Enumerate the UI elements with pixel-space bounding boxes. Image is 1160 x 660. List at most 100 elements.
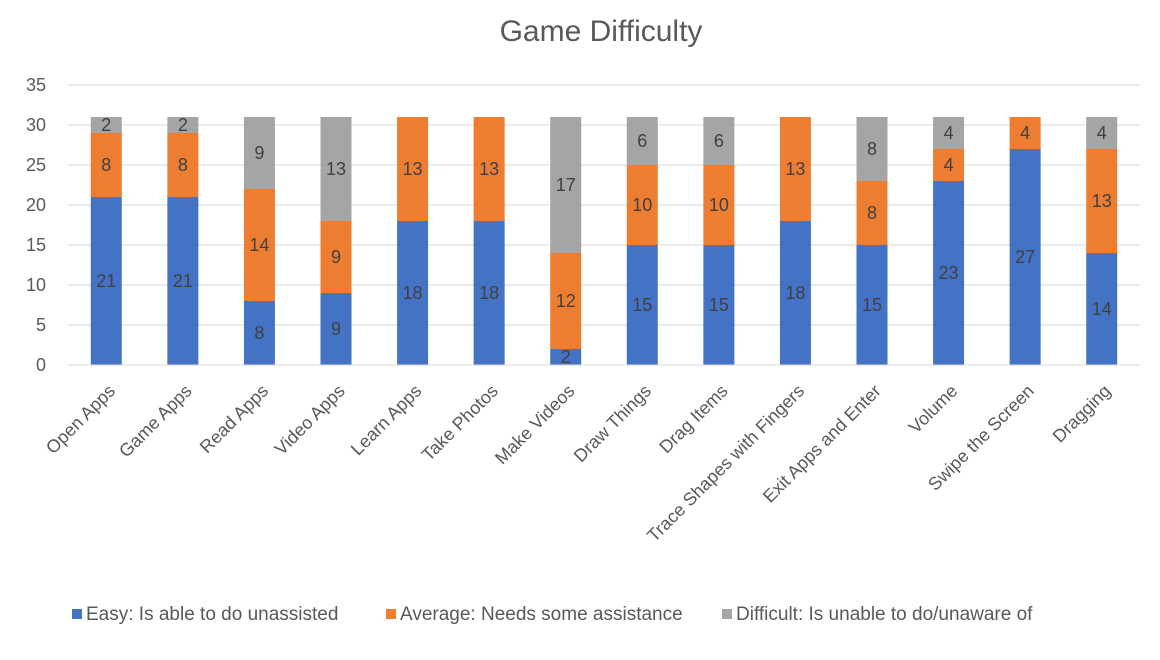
y-tick-label: 20 — [26, 195, 46, 215]
legend-swatch — [72, 609, 82, 619]
bar-segment — [320, 221, 352, 293]
y-tick-label: 15 — [26, 235, 46, 255]
data-label: 18 — [479, 283, 499, 303]
data-label: 13 — [479, 159, 499, 179]
bar-segment — [397, 117, 429, 221]
bar-segment — [856, 245, 888, 365]
data-label: 8 — [867, 203, 877, 223]
x-tick-label: Make Videos — [491, 381, 578, 468]
chart-title: Game Difficulty — [500, 15, 703, 48]
legend-label: Difficult: Is unable to do/unaware of — [736, 604, 1033, 625]
bar-segment — [1086, 253, 1118, 365]
data-label: 18 — [785, 283, 805, 303]
data-label: 4 — [944, 155, 954, 175]
bar-segment — [550, 253, 582, 349]
data-label: 2 — [178, 115, 188, 135]
legend-label: Average: Needs some assistance — [400, 604, 683, 625]
x-tick-label: Dragging — [1049, 381, 1115, 447]
x-tick-label: Read Apps — [196, 381, 272, 457]
bar-segment — [167, 197, 199, 365]
bar-segment — [550, 117, 582, 253]
bar-segment — [703, 117, 735, 165]
data-label: 8 — [178, 155, 188, 175]
bar-segment — [90, 117, 122, 133]
x-tick-label: Take Photos — [418, 381, 502, 465]
x-tick-label: Game Apps — [115, 381, 196, 462]
legend-swatch — [722, 609, 732, 619]
data-label: 17 — [556, 175, 576, 195]
data-label: 23 — [939, 263, 959, 283]
data-label: 13 — [326, 159, 346, 179]
data-label: 6 — [637, 131, 647, 151]
x-tick-label: Trace Shapes with Fingers — [643, 381, 808, 546]
data-label: 13 — [785, 159, 805, 179]
bar-segment — [856, 117, 888, 181]
bar-segment — [167, 133, 199, 197]
y-tick-label: 10 — [26, 275, 46, 295]
x-tick-label: Learn Apps — [347, 381, 426, 460]
data-label: 10 — [709, 195, 729, 215]
data-label: 9 — [331, 319, 341, 339]
bar-segment — [320, 117, 352, 221]
y-axis: 0 5 10 15 20 25 30 35 — [26, 75, 46, 375]
bar-segment — [1086, 149, 1118, 253]
data-label: 8 — [867, 139, 877, 159]
bar-segment — [856, 181, 888, 245]
y-tick-label: 5 — [36, 315, 46, 335]
x-tick-label: Drag Items — [655, 381, 731, 457]
bar-segment — [167, 117, 199, 133]
data-label: 8 — [254, 323, 264, 343]
y-tick-label: 35 — [26, 75, 46, 95]
legend-swatch — [386, 609, 396, 619]
x-tick-label: Volume — [905, 381, 962, 438]
bar-segment — [933, 149, 965, 181]
bar-segment — [243, 301, 275, 365]
bar-segment — [933, 181, 965, 365]
legend-item: Easy: Is able to do unassisted — [72, 604, 338, 625]
data-label: 14 — [249, 235, 269, 255]
bar-segment — [703, 245, 735, 365]
data-label: 21 — [96, 271, 116, 291]
bar-segment — [779, 221, 811, 365]
data-label: 4 — [1020, 123, 1030, 143]
bar-segment — [626, 165, 658, 245]
bar-segment — [1086, 117, 1118, 149]
x-tick-label: Open Apps — [42, 381, 119, 458]
data-label: 15 — [632, 295, 652, 315]
data-label: 9 — [254, 143, 264, 163]
bar-segment — [473, 221, 505, 365]
bar-segment — [397, 221, 429, 365]
data-label: 14 — [1092, 299, 1112, 319]
data-label: 8 — [101, 155, 111, 175]
bar-segment — [90, 133, 122, 197]
data-label: 9 — [331, 247, 341, 267]
legend-item: Difficult: Is unable to do/unaware of — [722, 604, 1033, 625]
bar-segment — [626, 117, 658, 165]
y-tick-label: 25 — [26, 155, 46, 175]
bar-segment — [703, 165, 735, 245]
data-label: 21 — [173, 271, 193, 291]
data-label: 6 — [714, 131, 724, 151]
bar-segment — [933, 117, 965, 149]
bar-segment — [320, 293, 352, 365]
data-label: 12 — [556, 291, 576, 311]
data-label: 2 — [561, 347, 571, 367]
legend-item: Average: Needs some assistance — [386, 604, 683, 625]
y-tick-label: 30 — [26, 115, 46, 135]
data-label: 13 — [1092, 191, 1112, 211]
bar-segment — [473, 117, 505, 221]
bar-segment — [779, 117, 811, 221]
data-label: 13 — [403, 159, 423, 179]
bar-segment — [550, 349, 582, 365]
data-label: 4 — [944, 123, 954, 143]
data-label: 15 — [709, 295, 729, 315]
plot-area — [90, 117, 1118, 365]
data-label: 15 — [862, 295, 882, 315]
legend: Easy: Is able to do unassisted Average: N… — [72, 604, 1033, 625]
bar-segment — [626, 245, 658, 365]
data-label: 10 — [632, 195, 652, 215]
data-label: 27 — [1015, 247, 1035, 267]
x-tick-label: Draw Things — [570, 381, 655, 466]
